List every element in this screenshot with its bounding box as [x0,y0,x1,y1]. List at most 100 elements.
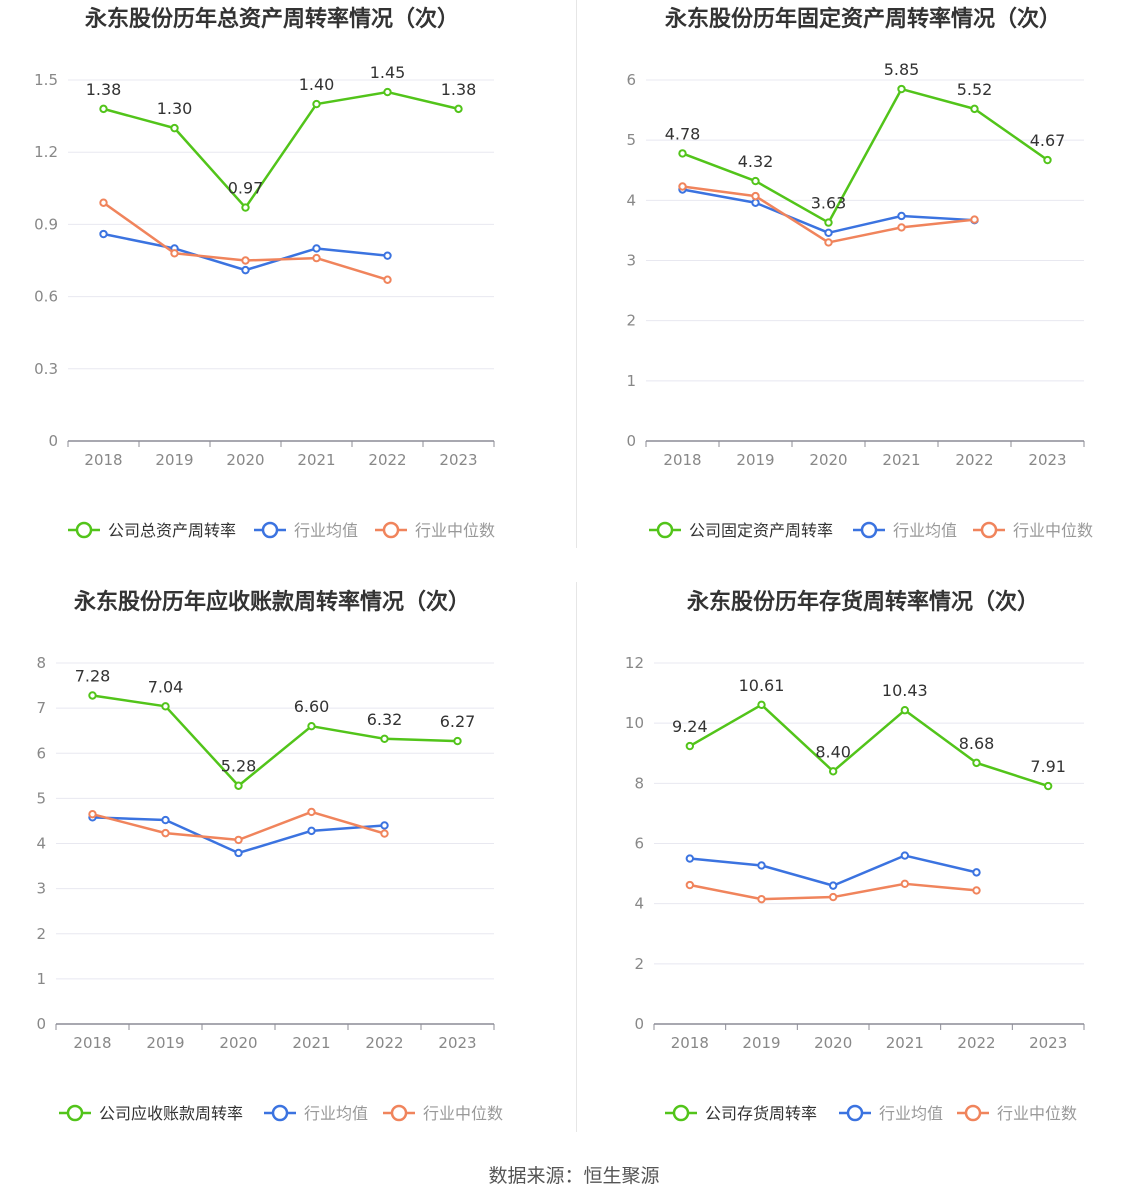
x-tick-label: 2021 [882,451,920,469]
legend-marker [860,521,878,539]
data-point [972,886,981,895]
series-line [92,694,458,787]
data-point [241,256,250,265]
x-tick-label: 2019 [146,1034,184,1052]
data-point [241,203,250,212]
data-point [170,123,179,133]
y-tick-label: 1 [626,372,636,390]
legend-marker [382,521,400,539]
series-company: 7.28 7.04 5.28 6.60 6.32 6.27 [75,666,475,790]
legend-label: 公司应收账款周转率 [99,1104,243,1123]
data-label: 3.63 [811,194,847,213]
legend-label: 行业均值 [893,521,957,540]
legend-label: 行业中位数 [415,521,495,540]
legend-label: 行业均值 [294,521,358,540]
data-label: 1.38 [441,80,477,99]
y-tick-label: 2 [626,312,636,330]
x-tick-label: 2020 [809,451,847,469]
data-point [900,706,910,715]
series-line [103,90,459,209]
y-tick-label: 3 [36,880,46,898]
data-point [897,223,906,232]
data-label: 4.78 [665,124,701,143]
data-point [757,861,766,870]
x-tick-label: 2022 [957,1034,995,1052]
x-tick-label: 2019 [155,451,193,469]
legend-label: 公司存货周转率 [705,1104,817,1123]
data-point [824,218,833,227]
data-point [824,238,833,247]
chart-title: 永东股份历年存货周转率情况（次） [687,589,1039,615]
y-tick-label: 1 [36,970,46,988]
y-tick-label: 0 [626,432,636,450]
data-label: 8.68 [959,734,995,753]
data-point [900,879,910,889]
series-avg [88,813,389,858]
data-point [454,104,463,114]
series-line [689,703,1049,788]
y-tick-label: 6 [634,835,644,853]
data-point [88,691,97,700]
legend-label: 行业中位数 [1013,521,1093,540]
data-point [972,868,981,877]
legend-label: 行业中位数 [423,1104,503,1123]
data-point [307,807,316,817]
legend-item-median: 行业中位数 [957,1104,1077,1123]
data-point [828,881,838,890]
data-point [970,215,979,224]
y-tick-label: 5 [36,789,46,807]
y-tick-label: 8 [634,774,644,792]
data-point [383,275,392,284]
data-label: 7.28 [75,666,111,685]
legend-marker [656,521,674,539]
chart-title: 永东股份历年应收账款周转率情况（次） [74,589,470,615]
data-source-note: 数据来源：恒生聚源 [488,1165,660,1187]
chart-1: 永东股份历年总资产周转率情况（次） 0 0.3 0.6 0.9 1.2 1.5 2018 201… [34,6,495,540]
legend-marker [66,1104,84,1122]
y-tick-label: 4 [626,191,636,209]
x-tick-label: 2023 [438,1034,476,1052]
x-tick-label: 2021 [292,1034,330,1052]
y-tick-label: 0 [48,432,58,450]
y-tick-label: 5 [626,131,636,149]
x-tick-label: 2021 [297,451,335,469]
legend-label: 行业均值 [304,1104,368,1123]
series-company: 9.24 10.61 8.40 10.43 8.68 7.91 [672,676,1066,791]
data-point [99,104,108,114]
data-point [678,182,687,191]
y-tick-label: 4 [634,895,644,913]
y-tick-label: 12 [625,654,644,672]
data-label: 6.32 [367,710,403,729]
y-tick-label: 1.5 [34,71,58,89]
legend-item-company: 公司固定资产周转率 [649,521,833,540]
series-line [103,232,388,272]
data-point [312,244,321,253]
x-tick-label: 2018 [73,1034,111,1052]
data-point [751,191,760,201]
data-point [307,721,316,731]
legend-label: 公司固定资产周转率 [689,521,833,540]
legend-marker [271,1104,289,1122]
data-point [170,249,179,258]
data-point [900,851,910,860]
data-label: 5.28 [221,757,257,776]
y-tick-label: 10 [625,714,644,732]
y-tick-label: 2 [36,925,46,943]
data-label: 7.91 [1030,757,1066,776]
y-tick-label: 6 [626,71,636,89]
data-label: 1.38 [86,80,122,99]
data-point [383,87,392,97]
data-point [897,211,906,221]
data-point [161,815,170,825]
data-point [678,149,687,158]
y-tick-label: 0.6 [34,288,58,306]
legend-item-company: 公司应收账款周转率 [59,1104,243,1123]
chart-2: 永东股份历年固定资产周转率情况（次） 0 1 2 3 4 5 6 2018 2019 2020 202… [626,6,1093,540]
series-company: 1.38 1.30 0.97 1.40 1.45 1.38 [86,63,477,212]
data-point [970,104,979,114]
data-label: 1.30 [157,99,193,118]
legend-item-median: 行业中位数 [973,521,1093,540]
y-tick-label: 4 [36,835,46,853]
data-point [828,767,838,776]
